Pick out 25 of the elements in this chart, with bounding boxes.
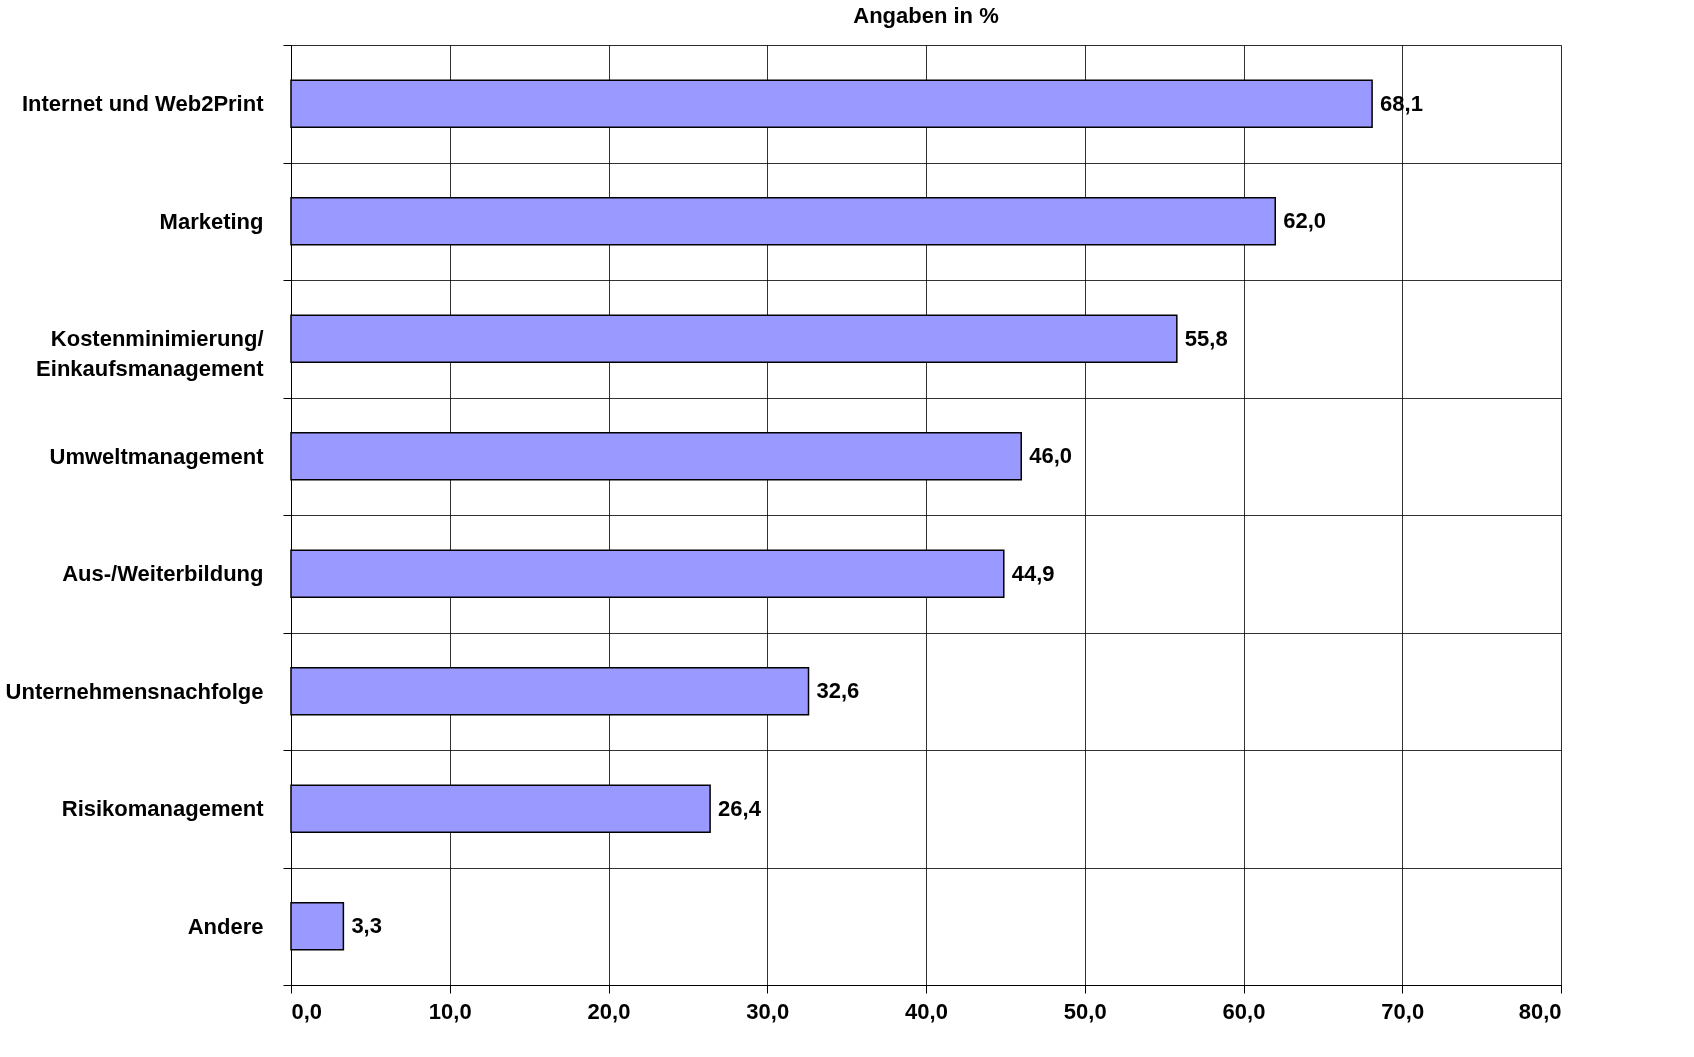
data-label: 32,6 [816, 678, 860, 704]
x-tick-label: 30,0 [746, 998, 790, 1024]
data-label: 44,9 [1011, 560, 1055, 586]
y-tick-label: Kostenminimierung/ Einkaufsmanagement [36, 326, 265, 382]
data-label: 62,0 [1283, 208, 1327, 234]
data-label: 26,4 [718, 795, 762, 821]
y-tick-label: Aus-/Weiterbildung [62, 561, 264, 587]
data-label: 3,3 [351, 913, 382, 939]
y-tick-label: Unternehmensnachfolge [5, 678, 264, 704]
x-tick-label: 70,0 [1381, 998, 1425, 1024]
y-tick-label: Marketing [159, 208, 264, 234]
y-tick-label: Andere [187, 913, 264, 939]
y-tick-label: Internet und Web2Print [21, 91, 265, 117]
x-tick-label: 0,0 [291, 998, 323, 1024]
x-tick-label: 50,0 [1063, 998, 1107, 1024]
chart-title: Angaben in % [853, 3, 999, 28]
data-label: 46,0 [1029, 443, 1073, 469]
x-tick-label: 10,0 [428, 998, 472, 1024]
x-tick-label: 80,0 [1518, 998, 1562, 1024]
x-tick-label: 60,0 [1222, 998, 1266, 1024]
y-tick-label: Umweltmanagement [49, 443, 265, 469]
data-label: 55,8 [1184, 325, 1228, 351]
x-tick-label: 20,0 [587, 998, 631, 1024]
x-tick-label: 40,0 [905, 998, 948, 1024]
y-tick-label: Risikomanagement [61, 796, 265, 822]
